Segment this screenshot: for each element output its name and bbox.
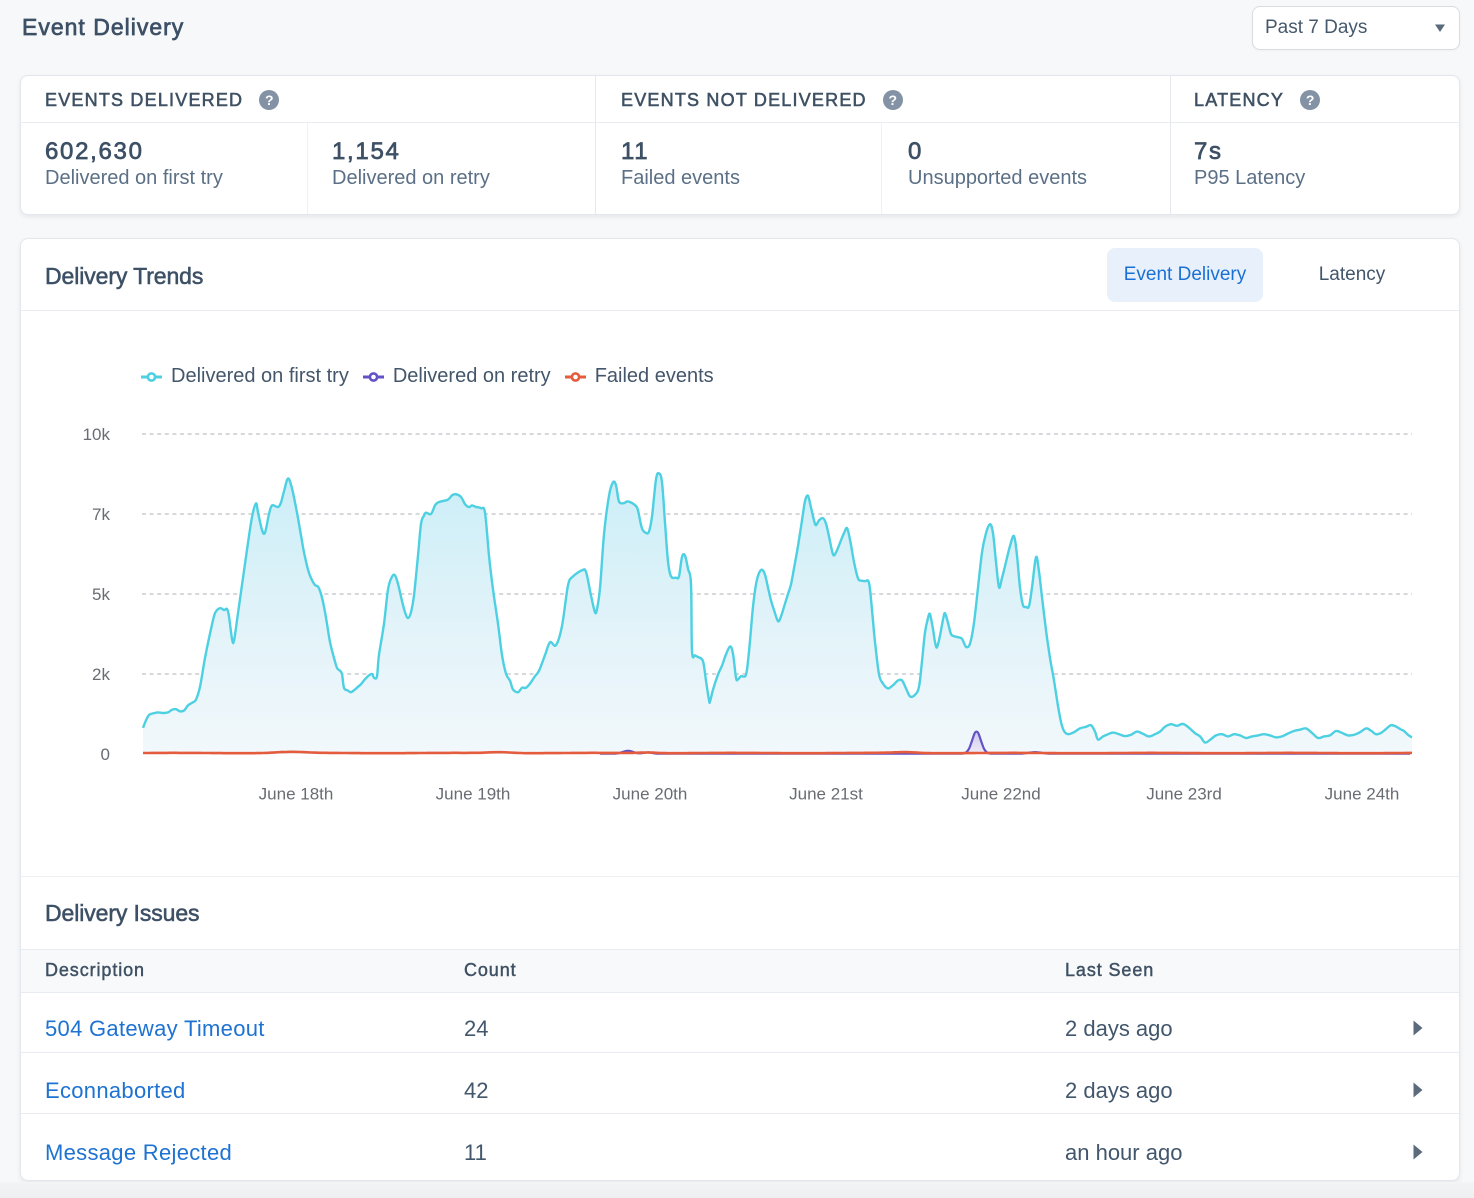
svg-text:June 19th: June 19th [436, 785, 511, 804]
svg-text:June 23rd: June 23rd [1146, 785, 1222, 804]
svg-text:10k: 10k [83, 425, 111, 444]
svg-text:2k: 2k [92, 665, 110, 684]
svg-text:0: 0 [101, 745, 110, 764]
svg-text:June 24th: June 24th [1325, 785, 1400, 804]
svg-text:7k: 7k [92, 505, 110, 524]
svg-text:June 18th: June 18th [259, 785, 334, 804]
svg-text:5k: 5k [92, 585, 110, 604]
svg-text:June 22nd: June 22nd [961, 785, 1040, 804]
svg-text:June 21st: June 21st [789, 785, 863, 804]
svg-text:June 20th: June 20th [613, 785, 688, 804]
